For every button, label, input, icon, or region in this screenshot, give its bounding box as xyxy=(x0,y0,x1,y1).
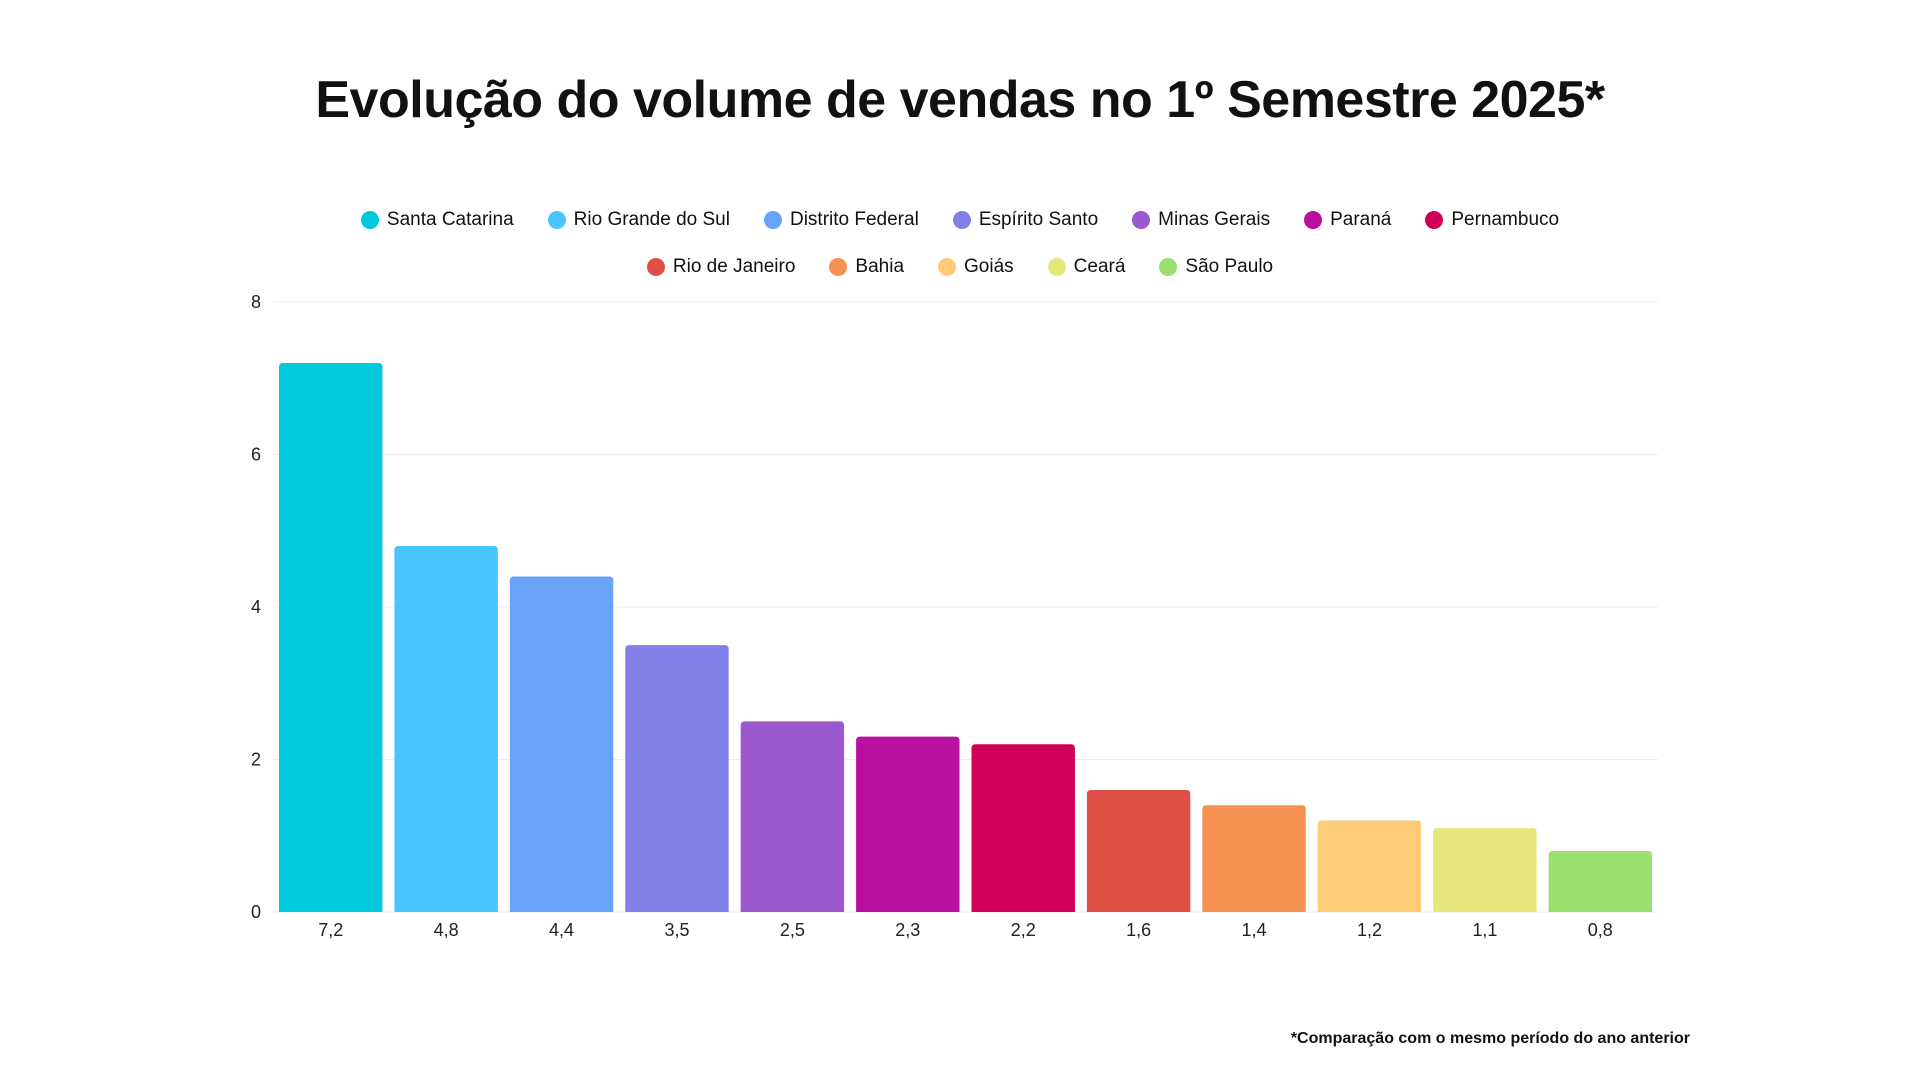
bar-distrito-federal xyxy=(509,576,614,912)
legend-label: Santa Catarina xyxy=(386,209,514,230)
bar-esp-rito-santo xyxy=(625,645,729,912)
legend-swatch xyxy=(952,211,971,229)
legend-swatch xyxy=(1132,211,1151,229)
x-value-label: 1,2 xyxy=(1357,920,1382,940)
bar-pernambuco xyxy=(971,744,1075,912)
legend-swatch xyxy=(360,211,379,229)
legend-item: Espírito Santo xyxy=(952,209,1099,231)
legend-item: Pernambuco xyxy=(1425,209,1559,231)
legend-label: Espírito Santo xyxy=(978,209,1099,230)
legend-item: Goiás xyxy=(938,256,1014,278)
legend-swatch xyxy=(1425,211,1444,229)
chart-title: Evolução do volume de vendas no 1º Semes… xyxy=(315,71,1605,129)
x-value-label: 7,2 xyxy=(318,920,343,940)
x-value-label: 2,2 xyxy=(1011,920,1036,940)
legend-item: Minas Gerais xyxy=(1132,209,1270,231)
legend-swatch xyxy=(938,258,957,276)
x-value-label: 1,1 xyxy=(1472,920,1497,940)
legend-label: Paraná xyxy=(1330,209,1392,230)
bar-goi-s xyxy=(1317,820,1422,912)
bar-s-o-paulo xyxy=(1548,851,1652,912)
bar-paran- xyxy=(856,736,960,912)
y-tick-label: 6 xyxy=(251,445,261,465)
bar-santa-catarina xyxy=(279,363,383,912)
legend-swatch xyxy=(547,211,566,229)
legend-swatch xyxy=(1047,258,1066,276)
x-value-label: 1,4 xyxy=(1242,920,1267,940)
x-value-label: 0,8 xyxy=(1588,920,1613,940)
x-value-label: 4,4 xyxy=(549,920,574,940)
x-value-label: 2,5 xyxy=(780,920,805,940)
legend-label: Pernambuco xyxy=(1451,209,1560,230)
legend-item: São Paulo xyxy=(1159,256,1273,278)
legend-row-2: Rio de Janeiro Bahia Goiás Ceará São Paulo xyxy=(0,256,1920,278)
legend-swatch xyxy=(763,211,782,229)
legend-label: Bahia xyxy=(855,256,905,277)
legend-label: Rio Grande do Sul xyxy=(573,209,730,230)
legend-row-1: Santa Catarina Rio Grande do Sul Distrito … xyxy=(0,209,1920,231)
legend-label: Minas Gerais xyxy=(1158,209,1271,230)
legend-item: Rio de Janeiro xyxy=(646,256,796,278)
legend-item: Santa Catarina xyxy=(360,209,514,231)
legend-label: Rio de Janeiro xyxy=(672,256,796,277)
legend-item: Bahia xyxy=(829,256,904,278)
legend-item: Rio Grande do Sul xyxy=(547,209,730,231)
x-value-label: 2,3 xyxy=(895,920,920,940)
x-value-label: 4,8 xyxy=(434,920,459,940)
x-value-label: 3,5 xyxy=(664,920,689,940)
legend-swatch xyxy=(646,258,665,276)
bar-cear- xyxy=(1433,828,1537,912)
legend-label: Distrito Federal xyxy=(789,209,919,230)
bar-bahia xyxy=(1202,805,1306,912)
bar-rio-de-janeiro xyxy=(1086,790,1191,912)
legend-label: Ceará xyxy=(1073,256,1126,277)
bar-minas-gerais xyxy=(740,721,845,912)
legend-swatch xyxy=(829,258,848,276)
bar-rio-grande-do-sul xyxy=(394,546,498,912)
x-value-label: 1,6 xyxy=(1126,920,1151,940)
legend-swatch xyxy=(1159,258,1178,276)
legend-item: Ceará xyxy=(1047,256,1126,278)
y-tick-label: 4 xyxy=(251,597,261,617)
y-tick-label: 0 xyxy=(251,902,261,922)
legend-item: Paraná xyxy=(1304,209,1391,231)
legend-label: São Paulo xyxy=(1185,256,1274,277)
y-tick-label: 8 xyxy=(251,292,261,312)
legend-swatch xyxy=(1304,211,1323,229)
y-tick-label: 2 xyxy=(251,750,261,770)
legend-label: Goiás xyxy=(964,256,1014,277)
legend-item: Distrito Federal xyxy=(763,209,919,231)
footnote: *Comparação com o mesmo período do ano a… xyxy=(1290,1030,1690,1047)
